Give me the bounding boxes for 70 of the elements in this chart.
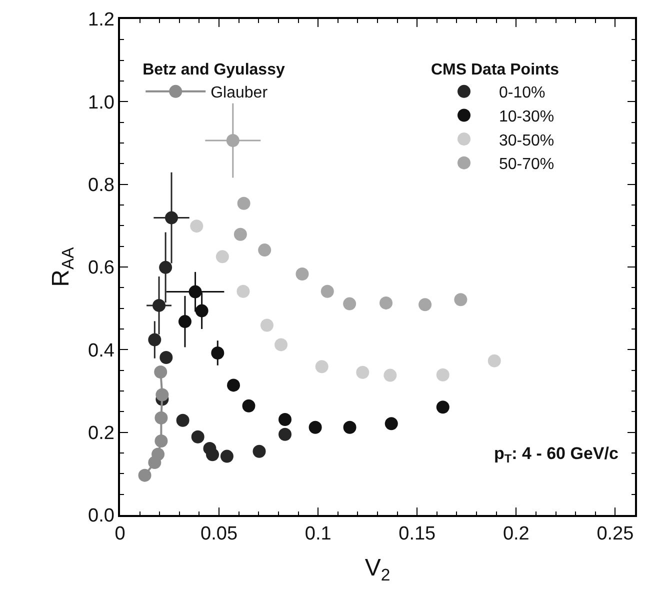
point <box>188 285 202 298</box>
annotation: p$_{T}$: 4 - 60 GeV/c <box>494 444 618 466</box>
point <box>227 378 240 392</box>
y-tick-label: 1.2 <box>88 10 114 31</box>
point <box>384 368 397 382</box>
point <box>343 297 356 310</box>
point <box>178 315 192 328</box>
point <box>191 430 204 444</box>
point <box>236 284 250 298</box>
point <box>260 318 274 332</box>
point <box>195 304 208 318</box>
point <box>356 366 370 379</box>
point <box>156 388 169 402</box>
point <box>206 448 219 462</box>
point <box>320 284 334 298</box>
point <box>190 220 204 233</box>
y-tick-label: 0.2 <box>88 422 114 444</box>
point <box>211 346 224 360</box>
point <box>308 420 322 434</box>
point <box>436 368 450 382</box>
x-axis-title: V$_{2}$ <box>364 554 390 584</box>
point <box>315 360 328 374</box>
point <box>274 338 288 352</box>
legend-label: 50-70% <box>499 156 554 174</box>
x-tick-label: 0.1 <box>304 524 332 545</box>
y-tick-label: 0.4 <box>88 340 115 362</box>
point <box>296 268 309 281</box>
point <box>237 196 250 210</box>
point <box>154 434 168 448</box>
point <box>384 417 398 430</box>
legend-label: Glauber <box>210 84 268 102</box>
x-tick-label: 0.05 <box>200 524 238 545</box>
point <box>252 444 266 458</box>
point <box>278 413 292 426</box>
point <box>278 428 292 441</box>
point <box>234 228 247 241</box>
x-tick-label: 0.25 <box>596 524 634 545</box>
point <box>176 414 190 427</box>
x-tick-label: 0.2 <box>502 524 530 545</box>
y-tick-label: 0.6 <box>88 258 114 279</box>
point <box>220 450 234 463</box>
point <box>418 298 432 312</box>
legend-label: 30-50% <box>499 132 554 150</box>
point <box>165 211 178 224</box>
point <box>154 365 168 378</box>
point <box>154 411 168 424</box>
point <box>242 399 256 412</box>
annotation: Betz and Gyulassy <box>142 62 285 79</box>
point <box>436 400 450 414</box>
point <box>343 420 356 434</box>
legend-label: 10-30% <box>499 108 554 126</box>
point <box>488 354 501 368</box>
point <box>148 333 162 346</box>
point <box>454 293 468 306</box>
point <box>226 134 240 148</box>
legend-label: 0-10% <box>499 84 546 102</box>
point <box>138 468 152 482</box>
annotation: CMS Data Points <box>431 62 560 79</box>
point <box>380 296 393 310</box>
y-tick-label: 1.0 <box>88 92 114 114</box>
y-tick-label: 0.8 <box>88 174 114 196</box>
x-tick-label: 0.15 <box>398 524 436 545</box>
point <box>258 244 272 257</box>
point <box>159 260 172 274</box>
x-tick-label: 0 <box>114 524 126 545</box>
y-tick-label: 0.0 <box>88 506 114 527</box>
point <box>216 250 229 264</box>
point <box>160 351 173 364</box>
point <box>152 298 166 312</box>
point <box>152 448 165 461</box>
